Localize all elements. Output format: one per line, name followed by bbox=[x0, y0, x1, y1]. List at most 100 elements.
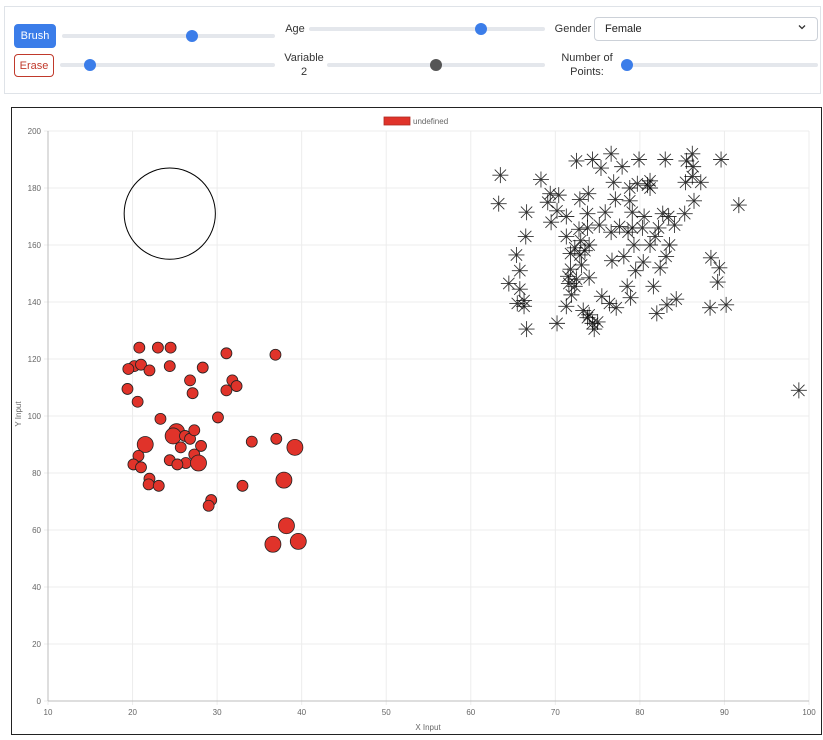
data-point-star bbox=[677, 174, 694, 191]
variable2-slider[interactable] bbox=[327, 59, 545, 71]
data-point-star bbox=[790, 382, 807, 399]
data-point-circle bbox=[164, 427, 182, 445]
y-tick-label: 60 bbox=[32, 526, 41, 535]
grid-lines bbox=[44, 130, 810, 705]
scatter-chart[interactable]: 10 20 30 40 50 60 70 80 90 100 0 20 40 60 80 100 120 140 1… bbox=[12, 108, 821, 734]
data-point-circle bbox=[275, 471, 293, 489]
data-point-star bbox=[603, 252, 620, 269]
data-point-circle bbox=[202, 499, 215, 512]
y-tick-label: 80 bbox=[32, 469, 41, 478]
brush-button[interactable]: Brush bbox=[14, 24, 56, 48]
erase-button[interactable]: Erase bbox=[14, 54, 54, 77]
x-tick-label: 60 bbox=[466, 708, 475, 717]
gender-select-value: Female bbox=[605, 23, 642, 35]
age-label: Age bbox=[285, 23, 305, 35]
data-point-circle bbox=[152, 341, 164, 354]
data-point-circle bbox=[171, 458, 184, 471]
data-point-star bbox=[581, 306, 598, 323]
data-point-star bbox=[645, 278, 662, 295]
data-point-star bbox=[678, 152, 695, 169]
data-point-circle bbox=[236, 479, 249, 492]
x-tick-label: 80 bbox=[635, 708, 644, 717]
erase-size-slider[interactable] bbox=[60, 59, 275, 71]
data-point-star bbox=[660, 208, 677, 225]
num-points-label-line1: Number of bbox=[561, 52, 613, 64]
num-points-slider[interactable] bbox=[620, 59, 818, 71]
data-point-star bbox=[627, 262, 644, 279]
data-point-star bbox=[516, 298, 533, 315]
data-point-star bbox=[550, 187, 567, 204]
num-points-label: Number of Points: bbox=[557, 51, 617, 79]
age-thumb[interactable] bbox=[475, 23, 488, 35]
data-point-star bbox=[571, 246, 588, 263]
data-point-star bbox=[558, 228, 575, 245]
num-points-label-line2: Points: bbox=[570, 66, 604, 78]
data-point-star bbox=[571, 221, 588, 238]
data-point-star bbox=[642, 237, 659, 253]
data-point-star bbox=[492, 167, 509, 184]
data-point-star bbox=[584, 315, 601, 332]
data-point-circle bbox=[164, 341, 177, 354]
data-point-star bbox=[658, 248, 675, 265]
age-slider[interactable] bbox=[309, 23, 545, 35]
data-point-star bbox=[581, 269, 598, 286]
data-point-star bbox=[621, 192, 638, 209]
data-point-circle bbox=[230, 380, 243, 392]
brush-cursor-circle bbox=[123, 167, 216, 260]
data-points bbox=[121, 145, 807, 553]
x-tick-label: 40 bbox=[297, 708, 306, 717]
data-point-star bbox=[709, 274, 726, 291]
brush-size-thumb[interactable] bbox=[185, 30, 198, 42]
data-point-star bbox=[631, 151, 648, 168]
data-point-star bbox=[589, 313, 606, 330]
data-point-star bbox=[592, 160, 609, 177]
data-point-star bbox=[702, 249, 719, 266]
legend-swatch bbox=[383, 116, 411, 126]
data-point-circle bbox=[136, 436, 154, 453]
data-point-circle bbox=[133, 341, 146, 354]
data-point-star bbox=[566, 278, 583, 295]
data-point-circle bbox=[135, 461, 147, 474]
x-tick-label: 10 bbox=[44, 708, 53, 717]
y-axis-title: Y Input bbox=[14, 401, 23, 427]
data-point-star bbox=[619, 278, 636, 295]
data-point-star bbox=[593, 288, 610, 305]
data-point-circle bbox=[174, 441, 187, 454]
data-point-star bbox=[517, 228, 534, 245]
data-point-circle bbox=[186, 387, 199, 400]
data-point-star bbox=[654, 205, 671, 222]
data-point-star bbox=[542, 185, 559, 202]
data-point-star bbox=[568, 271, 585, 288]
data-point-circle bbox=[264, 535, 282, 553]
x-tick-label: 20 bbox=[128, 708, 137, 717]
erase-size-thumb[interactable] bbox=[84, 59, 97, 71]
axis-ticks: 10 20 30 40 50 60 70 80 90 100 0 20 40 60 80 100 120 140 1… bbox=[28, 127, 817, 717]
data-point-star bbox=[648, 305, 665, 322]
num-points-thumb[interactable] bbox=[620, 59, 633, 71]
data-point-star bbox=[518, 204, 535, 221]
data-point-star bbox=[684, 145, 701, 162]
data-point-circle bbox=[135, 358, 147, 371]
data-point-star bbox=[668, 291, 685, 308]
x-tick-label: 70 bbox=[551, 708, 560, 717]
data-point-circle bbox=[220, 384, 233, 397]
gender-select[interactable]: Female bbox=[594, 17, 818, 41]
y-tick-label: 20 bbox=[32, 640, 41, 649]
x-tick-label: 30 bbox=[213, 708, 222, 717]
data-point-star bbox=[511, 262, 528, 279]
scatter-plot-frame[interactable]: 10 20 30 40 50 60 70 80 90 100 0 20 40 60 80 100 120 140 1… bbox=[11, 107, 822, 735]
variable2-label-line2: 2 bbox=[300, 66, 308, 78]
data-point-star bbox=[625, 237, 642, 253]
brush-size-slider[interactable] bbox=[62, 30, 275, 42]
data-point-star bbox=[730, 197, 747, 214]
data-point-circle bbox=[278, 517, 295, 535]
x-tick-label: 50 bbox=[382, 708, 391, 717]
data-point-star bbox=[573, 256, 590, 273]
data-point-star bbox=[508, 246, 525, 263]
gender-label: Gender bbox=[554, 23, 592, 35]
data-point-star bbox=[566, 239, 583, 256]
data-point-star bbox=[558, 208, 575, 225]
data-point-star bbox=[532, 171, 549, 188]
variable2-thumb[interactable] bbox=[430, 59, 442, 71]
data-point-star bbox=[676, 205, 693, 222]
